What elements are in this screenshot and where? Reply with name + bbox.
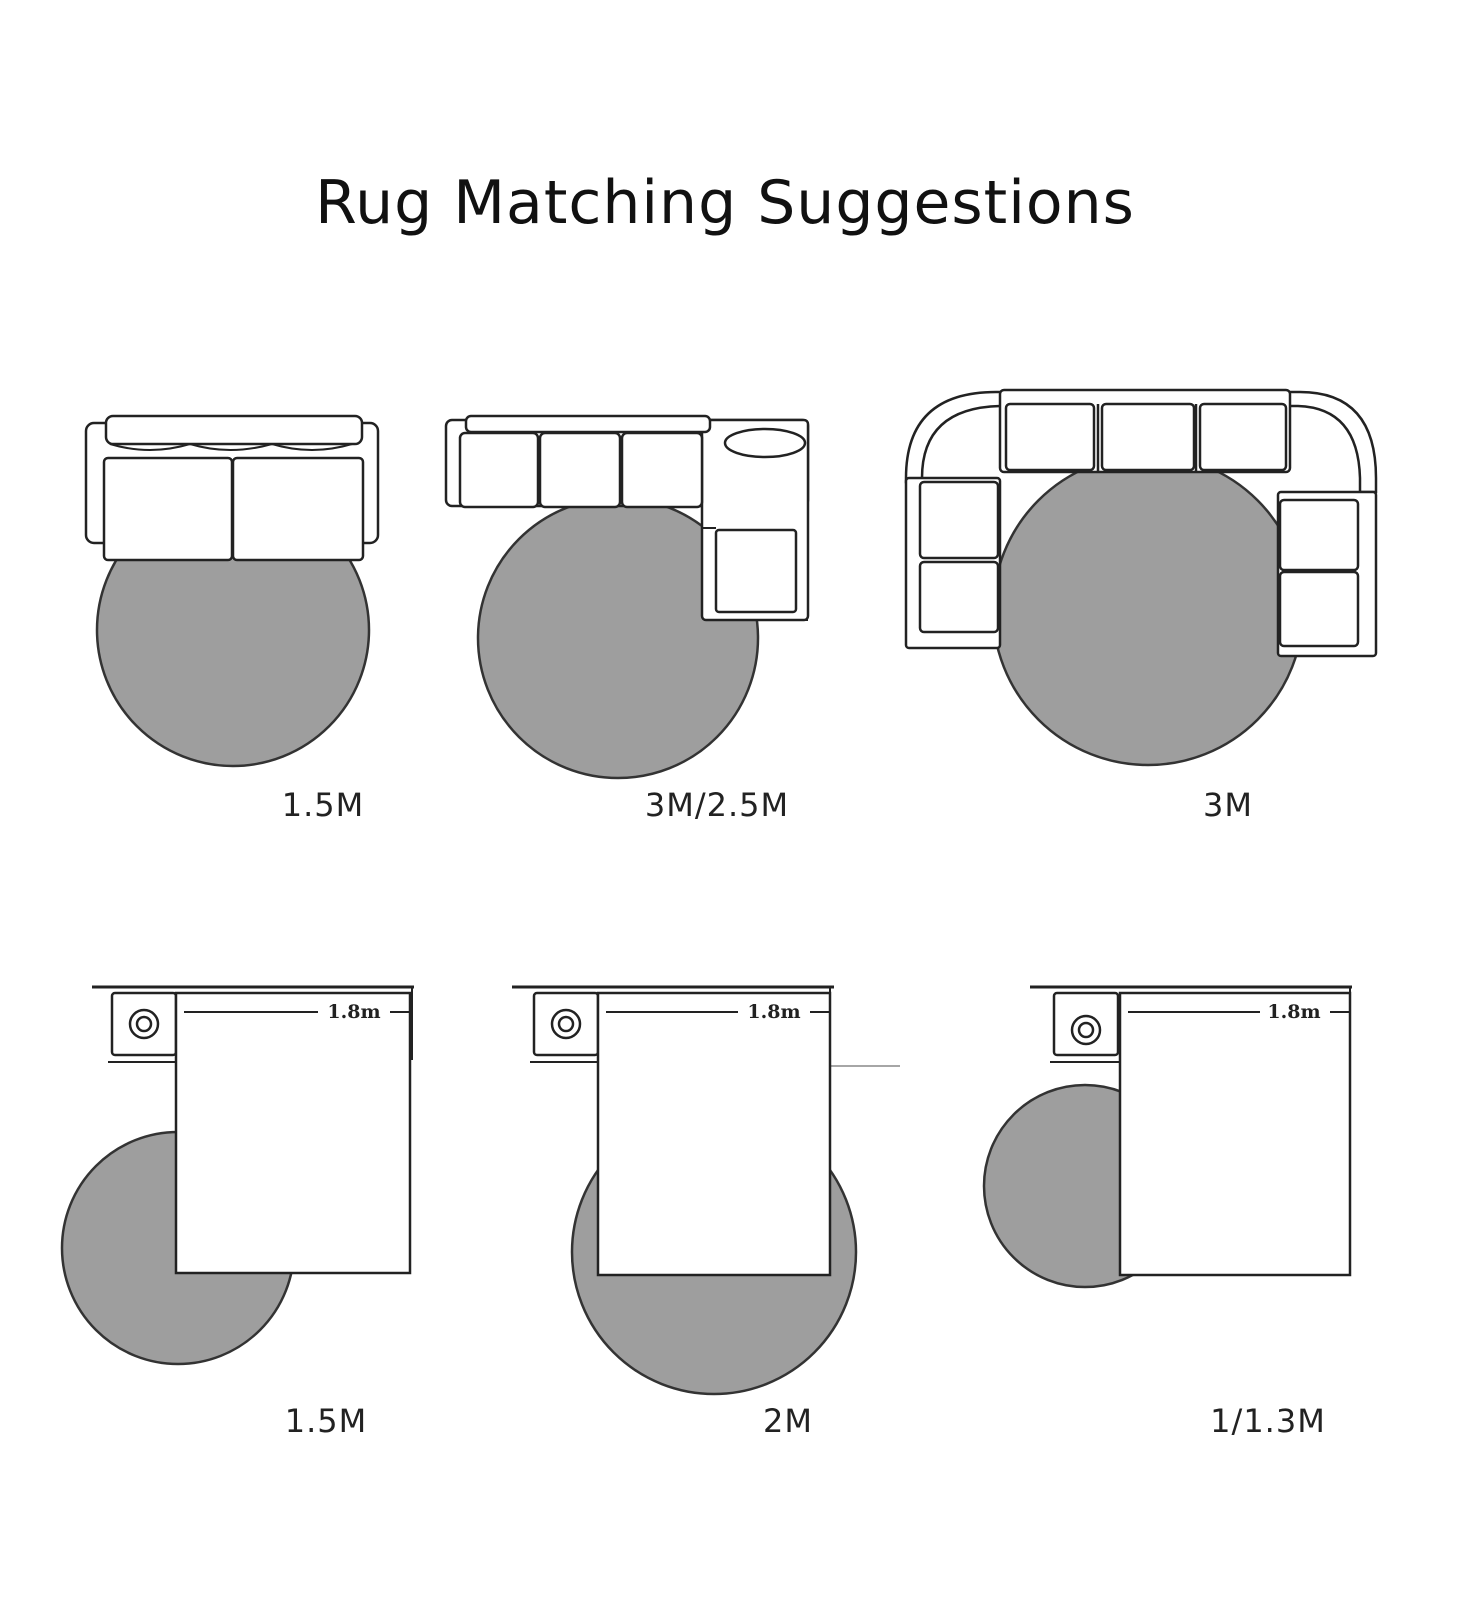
nightstand-icon bbox=[530, 991, 600, 1063]
bed-width-label: 1.8m bbox=[747, 1001, 800, 1023]
rug-size-label: 3M/2.5M bbox=[645, 786, 789, 824]
bed-icon bbox=[174, 991, 412, 1275]
bed-icon bbox=[1118, 991, 1352, 1277]
layout-bed-side: 1.8m 1/1.3M bbox=[982, 985, 1352, 1440]
sofa-icon bbox=[84, 414, 380, 562]
nightstand-icon bbox=[1050, 991, 1120, 1063]
rug-size-label: 1.5M bbox=[285, 1402, 368, 1440]
bed-icon bbox=[596, 991, 832, 1277]
layout-u-sectional: 3M bbox=[904, 388, 1378, 824]
layout-loveseat: 1.5M bbox=[84, 414, 380, 824]
nightstand-icon bbox=[108, 991, 178, 1063]
rug-size-label: 3M bbox=[1203, 786, 1253, 824]
sofa-icon bbox=[444, 414, 810, 622]
bed-width-label: 1.8m bbox=[1267, 1001, 1320, 1023]
sofa-icon bbox=[904, 388, 1378, 658]
rug-size-label: 1.5M bbox=[282, 786, 365, 824]
rug-size-label: 2M bbox=[763, 1402, 813, 1440]
layout-bed-corner: 1.8m 1.5M bbox=[60, 985, 414, 1440]
round-rug bbox=[991, 453, 1305, 767]
page-title: Rug Matching Suggestions bbox=[315, 168, 1135, 238]
layout-l-sectional: 3M/2.5M bbox=[444, 414, 810, 824]
layout-bed-center: 1.8m 2M bbox=[512, 985, 900, 1440]
bed-width-label: 1.8m bbox=[327, 1001, 380, 1023]
rug-size-label: 1/1.3M bbox=[1210, 1402, 1326, 1440]
